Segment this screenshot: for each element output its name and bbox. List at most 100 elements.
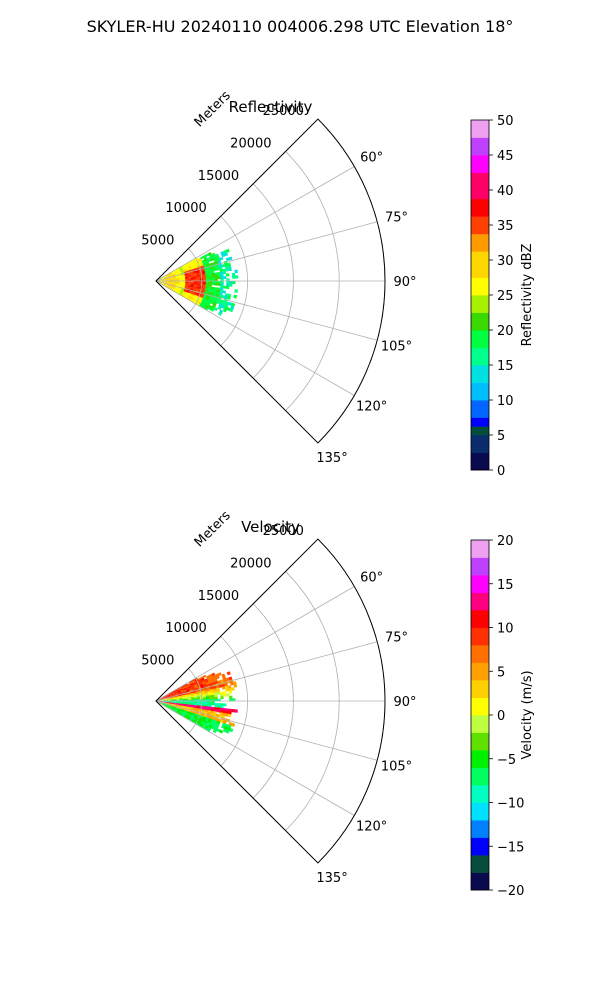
radar-gate: [182, 687, 187, 691]
radar-gate: [172, 694, 177, 697]
radar-gate: [202, 716, 207, 720]
radar-gate: [214, 694, 218, 698]
radar-gate: [188, 702, 192, 704]
theta-tick-label: 135°: [316, 451, 347, 466]
radar-gate: [205, 725, 209, 729]
radar-gate: [208, 275, 212, 278]
colorbar-swatch: [471, 793, 489, 803]
radar-gate: [193, 276, 198, 279]
radar-gate: [220, 703, 224, 707]
radar-gate: [185, 266, 189, 270]
radar-gate: [219, 269, 224, 273]
radar-gate: [178, 266, 183, 269]
radar-gate: [167, 278, 171, 280]
radar-gate: [164, 703, 168, 706]
radar-gate: [171, 288, 175, 291]
radar-gate: [184, 287, 188, 290]
colorbar-swatch: [471, 435, 489, 445]
radar-gate: [166, 694, 170, 697]
radar-gate: [205, 702, 210, 705]
radar-gate: [232, 275, 236, 279]
radar-gate: [167, 703, 171, 705]
radar-gate: [180, 688, 184, 692]
radar-gate: [190, 696, 195, 699]
radar-gate: [175, 286, 179, 289]
colorbar-tick-label: 40: [497, 184, 514, 199]
radar-gate: [169, 286, 173, 289]
radar-gate: [167, 701, 171, 703]
radar-gate: [188, 265, 192, 268]
radar-gate: [166, 274, 170, 277]
radar-gate: [192, 298, 196, 302]
radar-gate: [178, 275, 183, 278]
radar-gate: [216, 287, 221, 291]
radar-gate: [175, 706, 179, 709]
radar-gate: [167, 277, 171, 280]
radar-gate: [224, 265, 229, 270]
radar-gate: [164, 283, 168, 286]
radar-gate: [226, 671, 231, 676]
colorbar-swatch: [471, 557, 489, 567]
radar-gate: [204, 300, 208, 305]
colorbar-tick-label: 35: [497, 219, 514, 234]
radar-gate: [221, 253, 226, 258]
radar-gate: [176, 283, 180, 286]
radar-gate: [184, 286, 189, 288]
radar-gate: [225, 729, 230, 734]
radar-gate: [191, 685, 195, 689]
radar-gate: [185, 687, 190, 691]
radar-gate: [192, 708, 197, 712]
radar-gate: [208, 697, 212, 700]
radar-gate: [161, 281, 166, 283]
colorbar-swatch: [471, 330, 489, 340]
radar-gate: [227, 262, 231, 267]
radar-gate: [174, 708, 179, 711]
radar-gate: [172, 273, 176, 276]
radar-gate: [164, 282, 168, 284]
radar-gate: [177, 290, 181, 293]
radar-gate: [169, 285, 174, 288]
radar-gate: [161, 697, 165, 699]
radar-gate: [194, 264, 198, 268]
radar-gate: [172, 286, 176, 289]
radar-gate: [178, 695, 183, 698]
radar-gate: [161, 282, 165, 283]
radar-gate: [164, 276, 168, 278]
colorbar-tick-label: 25: [497, 289, 514, 304]
radar-gate: [197, 301, 202, 305]
radar-gate: [202, 674, 207, 679]
radar-gate: [191, 292, 196, 296]
colorbar-swatch: [471, 163, 489, 173]
radar-gate: [234, 289, 238, 293]
radar-gate: [187, 287, 191, 290]
radar-gate: [207, 251, 212, 256]
radar-gate: [188, 697, 192, 699]
r-tick-label: 25000: [263, 524, 304, 539]
radar-gate: [192, 268, 196, 271]
velocity-panel: Velocity 5000 10000 15000 20000 25000 Meters 60…: [141, 508, 535, 899]
azimuth-gridline: [155, 641, 378, 702]
radar-gate: [185, 697, 189, 700]
radar-gate: [208, 706, 212, 710]
radar-gate: [194, 278, 198, 280]
radar-gate: [229, 681, 234, 686]
radar-gate: [182, 686, 186, 690]
radar-gate: [203, 302, 208, 306]
radar-gate: [178, 691, 182, 694]
radar-gate: [190, 264, 195, 267]
radar-gate: [194, 685, 199, 689]
radar-gate: [175, 273, 179, 276]
radar-gate: [166, 275, 171, 278]
radar-gate: [228, 302, 233, 306]
colorbar-tick-label: 30: [497, 254, 514, 269]
reflectivity-grid: [155, 118, 386, 444]
radar-gate: [161, 697, 165, 700]
radar-gate: [163, 284, 167, 287]
radar-gate: [211, 696, 215, 700]
radar-gate: [174, 269, 178, 273]
radar-gate: [173, 282, 177, 285]
radar-gate: [220, 705, 224, 709]
radar-gate: [198, 679, 202, 683]
colorbar-swatch: [471, 181, 489, 191]
radial-axis-label: Meters: [192, 88, 234, 130]
